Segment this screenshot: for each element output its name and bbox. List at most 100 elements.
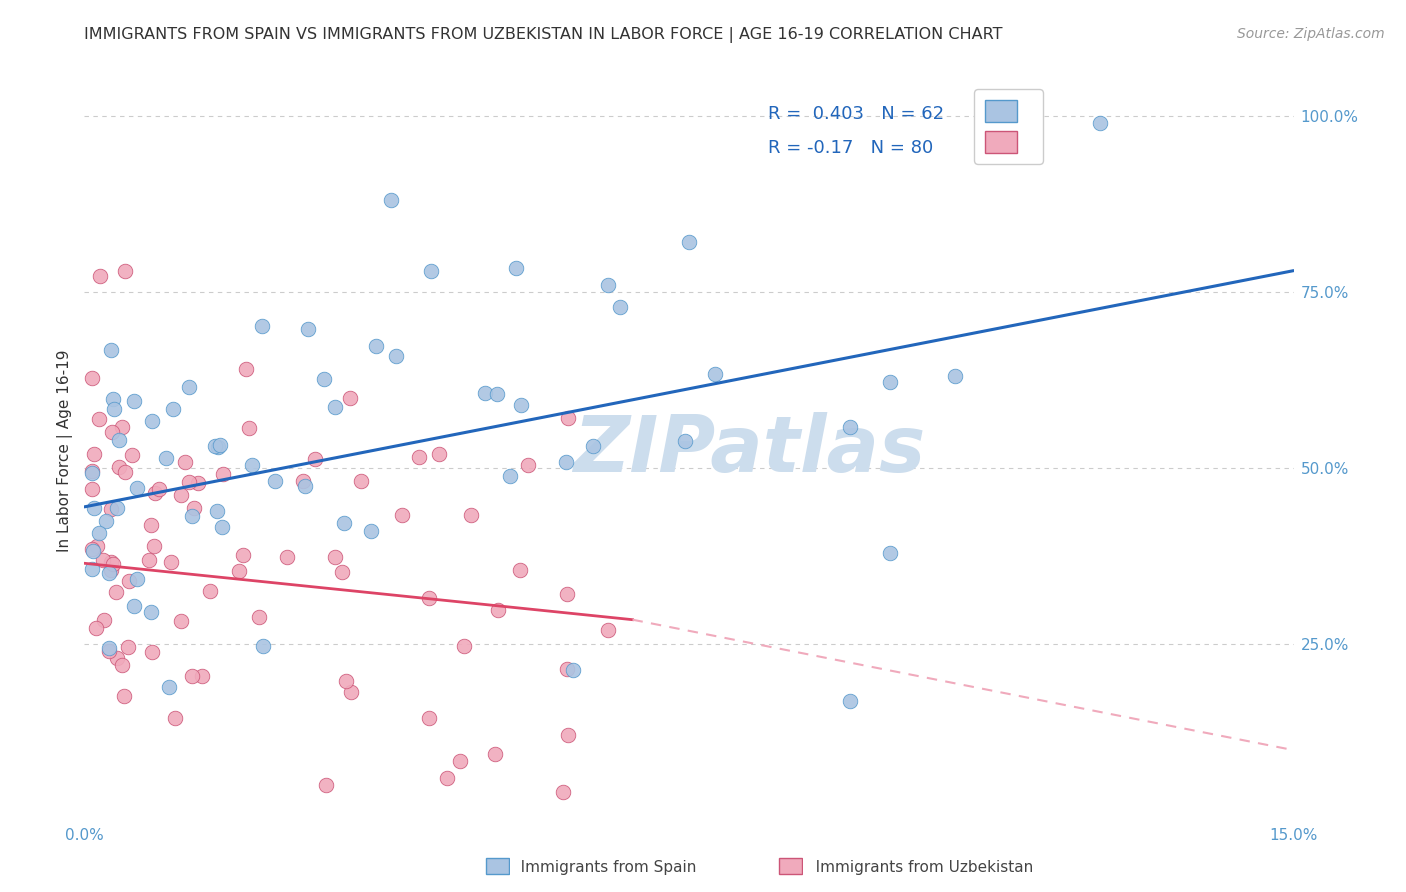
Point — [187, 475, 209, 490]
Point — [82, 543, 104, 558]
Point — [332, 516, 354, 530]
Point — [112, 689, 135, 703]
Point — [427, 447, 450, 461]
Point — [143, 486, 166, 500]
Point — [391, 508, 413, 522]
Point — [105, 500, 128, 515]
Point — [100, 502, 122, 516]
Point — [148, 482, 170, 496]
Point — [879, 375, 901, 389]
Point — [879, 546, 901, 560]
Point — [159, 555, 181, 569]
Point — [486, 603, 509, 617]
Point — [678, 235, 700, 250]
Point — [177, 475, 200, 489]
Point — [228, 564, 250, 578]
Point — [170, 488, 193, 502]
Point — [82, 467, 104, 481]
Point — [339, 391, 361, 405]
Point — [839, 694, 862, 708]
Point — [181, 509, 204, 524]
Point — [211, 520, 233, 534]
Point — [101, 425, 124, 439]
Point — [82, 482, 104, 496]
Point — [247, 610, 270, 624]
Point — [100, 343, 122, 357]
Y-axis label: In Labor Force | Age 16-19: In Labor Force | Age 16-19 — [58, 349, 73, 552]
Point — [108, 433, 131, 447]
Point — [108, 460, 131, 475]
Point — [89, 268, 111, 283]
Text: R =  0.403   N = 62: R = 0.403 N = 62 — [768, 104, 943, 122]
Point — [100, 563, 122, 577]
Point — [238, 421, 260, 435]
Point — [84, 621, 107, 635]
Point — [142, 539, 165, 553]
Point — [943, 368, 966, 383]
Point — [598, 624, 620, 638]
Point — [118, 574, 141, 588]
Point — [420, 263, 443, 277]
Point — [89, 526, 111, 541]
Point — [93, 613, 115, 627]
Point — [555, 587, 578, 601]
Point — [304, 452, 326, 467]
Point — [111, 658, 134, 673]
Point — [207, 440, 229, 454]
Point — [315, 778, 337, 792]
Point — [1088, 115, 1111, 129]
Point — [170, 614, 193, 628]
Point — [449, 754, 471, 768]
Point — [138, 553, 160, 567]
Point — [436, 772, 458, 786]
Bar — [486, 858, 509, 874]
Point — [103, 402, 125, 417]
Point — [125, 573, 148, 587]
Point — [598, 277, 620, 292]
Point — [330, 566, 353, 580]
Point — [510, 398, 533, 412]
Point — [499, 469, 522, 483]
Point — [297, 322, 319, 336]
Point — [87, 411, 110, 425]
Point — [162, 402, 184, 417]
Point — [340, 685, 363, 699]
Point — [209, 438, 232, 452]
Point — [124, 393, 146, 408]
Point — [250, 319, 273, 334]
Point — [562, 663, 585, 677]
Point — [557, 411, 579, 425]
Bar — [779, 858, 801, 874]
Point — [323, 401, 346, 415]
Point — [323, 549, 346, 564]
Point — [408, 450, 430, 464]
Point — [205, 504, 228, 518]
Text: R = -0.17   N = 80: R = -0.17 N = 80 — [768, 139, 932, 157]
Point — [385, 349, 408, 363]
Point — [191, 669, 214, 683]
Point — [141, 645, 163, 659]
Point — [100, 555, 122, 569]
Point — [555, 663, 578, 677]
Point — [111, 420, 134, 434]
Point — [240, 458, 263, 472]
Point — [516, 458, 538, 472]
Point — [98, 644, 121, 658]
Point — [453, 639, 475, 653]
Point — [83, 447, 105, 461]
Point — [460, 508, 482, 523]
Point — [114, 465, 136, 479]
Point — [114, 263, 136, 277]
Point — [264, 474, 287, 488]
Point — [486, 386, 509, 401]
Point — [139, 518, 162, 533]
Point — [839, 419, 862, 434]
Point — [96, 514, 118, 528]
Point — [181, 669, 204, 683]
Point — [418, 591, 440, 605]
Point — [139, 605, 162, 619]
Point — [314, 372, 336, 386]
Point — [86, 539, 108, 553]
Point — [232, 548, 254, 562]
Point — [124, 599, 146, 614]
